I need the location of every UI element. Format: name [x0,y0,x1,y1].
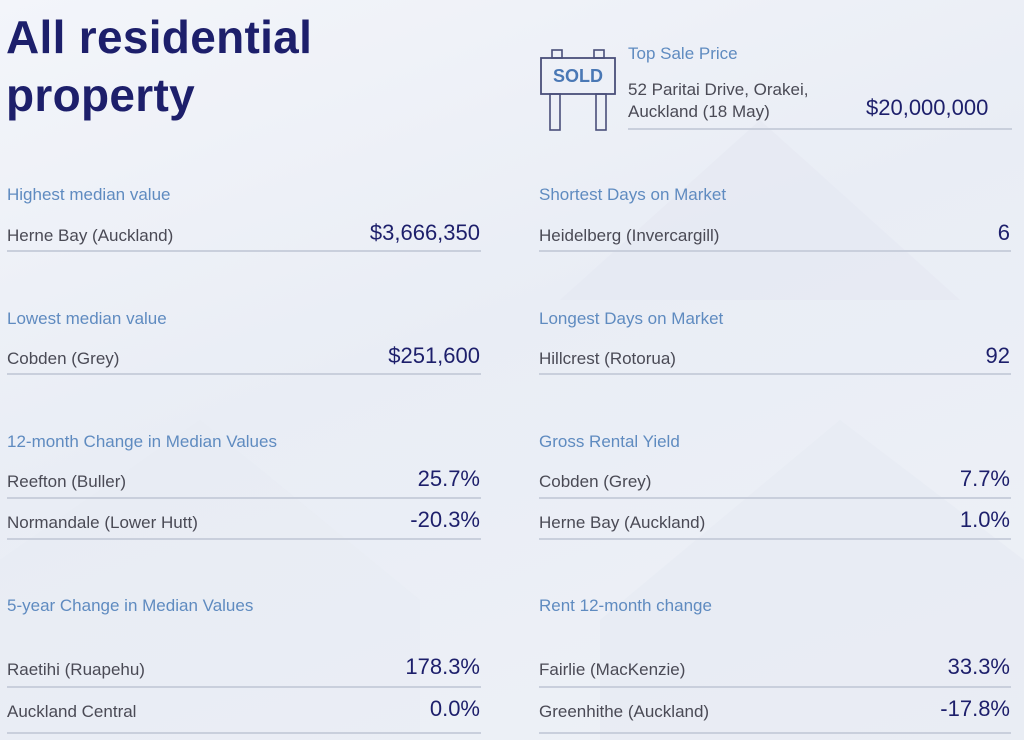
row-value: 1.0% [959,507,1010,532]
row-name: Greenhithe (Auckland) [539,702,710,721]
row-name: Heidelberg (Invercargill) [539,226,720,245]
divider [7,497,481,499]
divider [539,373,1011,375]
row-value: 0.0% [429,696,480,721]
row-value: $251,600 [388,343,480,368]
row-value: 7.7% [959,466,1010,491]
divider [7,538,481,540]
divider [539,732,1011,734]
top-sale-value: $20,000,000 [866,95,989,120]
row-value: 92 [985,343,1010,368]
sold-sign-icon: SOLD [540,49,616,131]
sold-sign-text: SOLD [553,66,603,86]
row-name: Normandale (Lower Hutt) [7,513,198,532]
section-label: Longest Days on Market [539,309,724,328]
row-name: Fairlie (MacKenzie) [539,660,686,679]
row-name: Hillcrest (Rotorua) [539,349,676,368]
row-name: Cobden (Grey) [7,349,120,368]
page-title: All residential property [6,11,313,121]
top-sale-address-line2: Auckland (18 May) [628,102,770,121]
top-sale-label: Top Sale Price [628,44,738,63]
divider [539,686,1011,688]
row-value: 6 [997,220,1010,245]
section-label: Gross Rental Yield [539,432,680,451]
divider [539,250,1011,252]
section-label: Rent 12-month change [539,596,712,615]
divider [7,686,481,688]
row-name: Auckland Central [7,702,137,721]
row-value: 25.7% [417,466,480,491]
divider [7,250,481,252]
row-name: Cobden (Grey) [539,472,652,491]
divider [7,373,481,375]
row-value: 178.3% [405,654,480,679]
divider [539,497,1011,499]
section-label: Lowest median value [7,309,167,328]
row-value: -17.8% [940,696,1010,721]
row-name: Herne Bay (Auckland) [539,513,706,532]
row-name: Reefton (Buller) [7,472,127,491]
divider [628,128,1012,130]
row-value: $3,666,350 [369,220,480,245]
row-value: -20.3% [410,507,480,532]
row-value: 33.3% [947,654,1010,679]
divider [7,732,481,734]
row-name: Herne Bay (Auckland) [7,226,174,245]
section-label: 5-year Change in Median Values [7,596,254,615]
row-name: Raetihi (Ruapehu) [7,660,145,679]
section-label: Highest median value [7,185,171,204]
section-label: 12-month Change in Median Values [7,432,277,451]
divider [539,538,1011,540]
top-sale-address: 52 Paritai Drive, Orakei, Auckland (18 M… [628,79,858,123]
section-label: Shortest Days on Market [539,185,727,204]
top-sale-address-line1: 52 Paritai Drive, Orakei, [628,80,809,99]
